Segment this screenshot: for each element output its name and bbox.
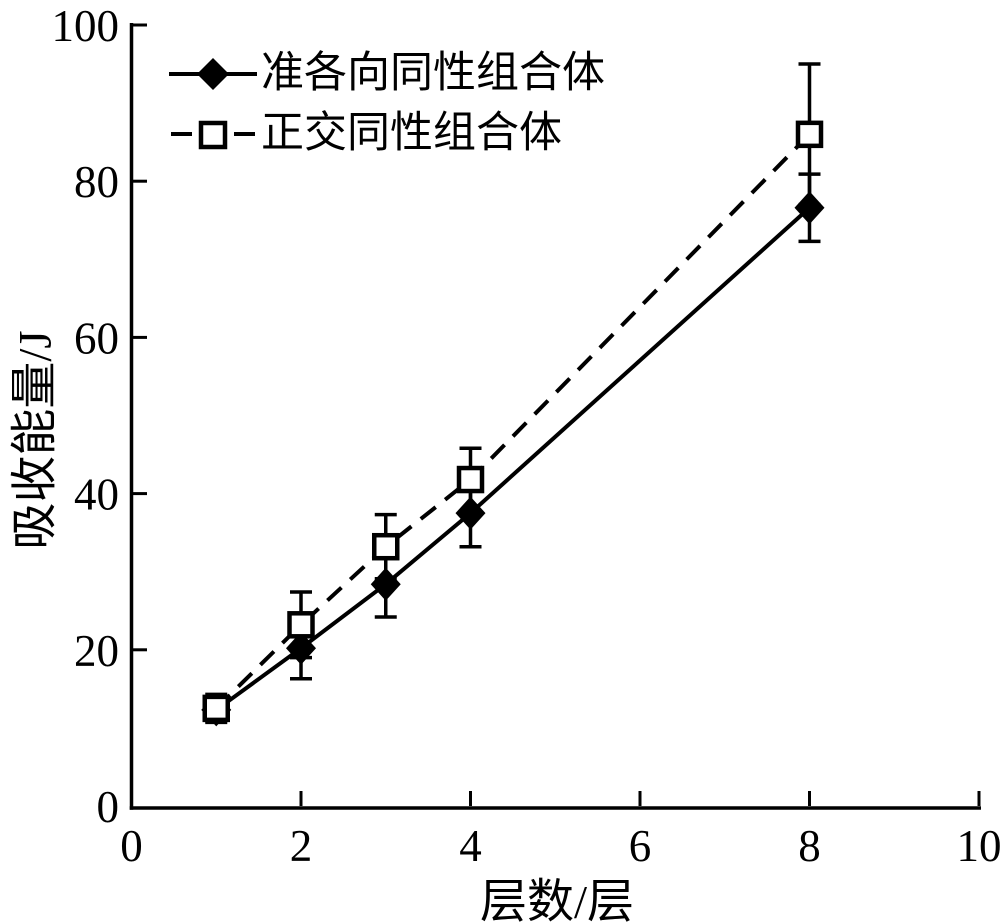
- data-point-square: [795, 120, 824, 149]
- y-tick-label: 100: [52, 1, 120, 51]
- x-tick-label: 4: [459, 821, 482, 871]
- legend-item-quasi-isotropic: 准各向同性组合体: [168, 44, 605, 104]
- legend-item-orthotropic: 正交同性组合体: [168, 104, 605, 164]
- x-tick-label: 0: [120, 821, 143, 871]
- legend: 准各向同性组合体 正交同性组合体: [168, 44, 605, 164]
- y-tick-label: 60: [74, 313, 119, 363]
- y-tick-label: 40: [74, 470, 119, 520]
- x-axis-title: 层数/层: [479, 876, 635, 924]
- x-tick-label: 6: [629, 821, 652, 871]
- y-axis-title: 吸收能量/J: [9, 330, 62, 550]
- y-tick-label: 80: [74, 157, 119, 207]
- y-tick-label: 0: [97, 782, 120, 832]
- data-point-square: [202, 694, 230, 723]
- x-tick-label: 10: [957, 821, 1000, 871]
- data-point-square: [287, 611, 315, 639]
- legend-label-orthotropic: 正交同性组合体: [261, 110, 562, 157]
- data-point-square: [456, 465, 485, 494]
- dashed-line-square-icon: [171, 120, 255, 150]
- data-point-diamond: [794, 191, 825, 225]
- data-point-diamond: [370, 567, 401, 601]
- y-tick-label: 20: [74, 626, 119, 676]
- data-point-diamond: [455, 496, 486, 530]
- legend-label-quasi-isotropic: 准各向同性组合体: [261, 50, 605, 97]
- x-tick-label: 8: [798, 821, 821, 871]
- data-point-square: [372, 532, 400, 561]
- solid-line-diamond-icon: [169, 58, 257, 90]
- x-tick-label: 2: [290, 821, 313, 871]
